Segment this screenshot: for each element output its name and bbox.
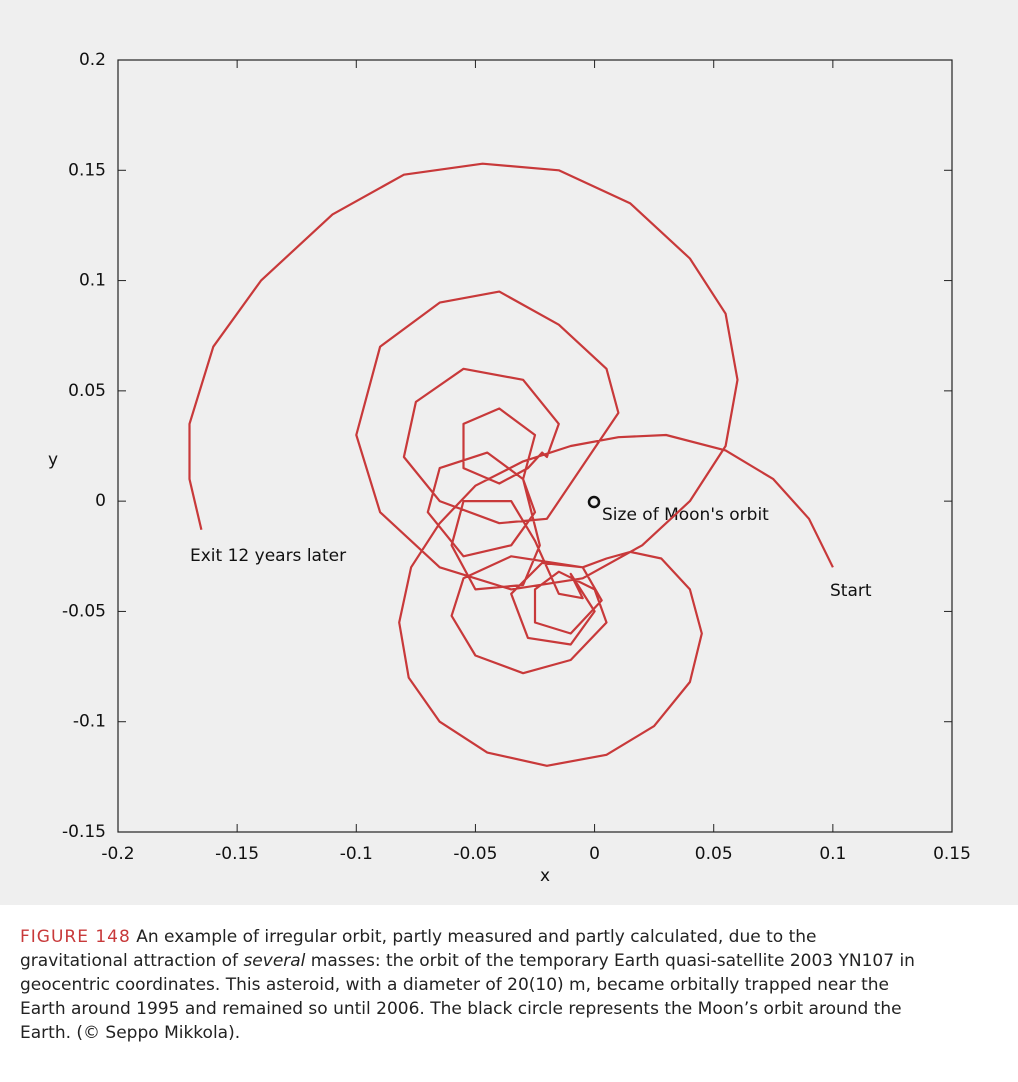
y-tick-label: 0.15 [68,160,106,180]
y-tick-label: 0 [95,491,106,511]
x-tick-label: -0.15 [215,844,259,864]
x-tick-label: -0.1 [340,844,373,864]
moon-orbit [587,495,601,509]
orbit-line [188,162,834,767]
y-tick-label: 0.1 [79,271,106,291]
x-tick-label: -0.05 [453,844,497,864]
x-tick-label: 0.15 [933,844,971,864]
y-axis-label: y [48,450,58,470]
caption-text: An example of irregular orbit, partly me… [136,927,817,947]
x-tick-label: 0 [589,844,600,864]
annotation: Exit 12 years later [190,546,346,566]
caption-line: Earth around 1995 and remained so until … [20,997,1018,1021]
caption-text: masses: the orbit of the temporary Earth… [305,951,915,971]
caption-text: geocentric coordinates. This asteroid, w… [20,975,890,995]
y-tick-label: 0.05 [68,381,106,401]
caption-text: Earth. (© Seppo Mikkola). [20,1023,241,1043]
y-tick-label: -0.1 [73,712,106,732]
caption-line: FIGURE 148 An example of irregular orbit… [20,925,1018,949]
annotation: Start [830,581,872,601]
plot-frame [117,59,953,833]
caption-line: gravitational attraction of several mass… [20,949,1018,973]
figure-label: FIGURE 148 [20,927,131,947]
caption-text: gravitational attraction of [20,951,244,971]
caption-line: Earth. (© Seppo Mikkola). [20,1021,1018,1045]
x-tick-label: -0.2 [101,844,134,864]
y-tick-label: -0.15 [62,822,106,842]
caption-text: Earth around 1995 and remained so until … [20,999,902,1019]
y-tick-label: -0.05 [62,601,106,621]
caption-text: several [243,951,306,971]
chart: x y Start Exit 12 years later Size of Mo… [48,50,971,886]
y-tick-label: 0.2 [79,50,106,70]
caption: FIGURE 148 An example of irregular orbit… [20,925,1018,1045]
x-axis-label: x [540,866,550,886]
annotation: Size of Moon's orbit [602,505,769,525]
x-tick-label: 0.1 [819,844,846,864]
caption-line: geocentric coordinates. This asteroid, w… [20,973,1018,997]
x-tick-label: 0.05 [695,844,733,864]
figure: x y Start Exit 12 years later Size of Mo… [0,0,1018,905]
